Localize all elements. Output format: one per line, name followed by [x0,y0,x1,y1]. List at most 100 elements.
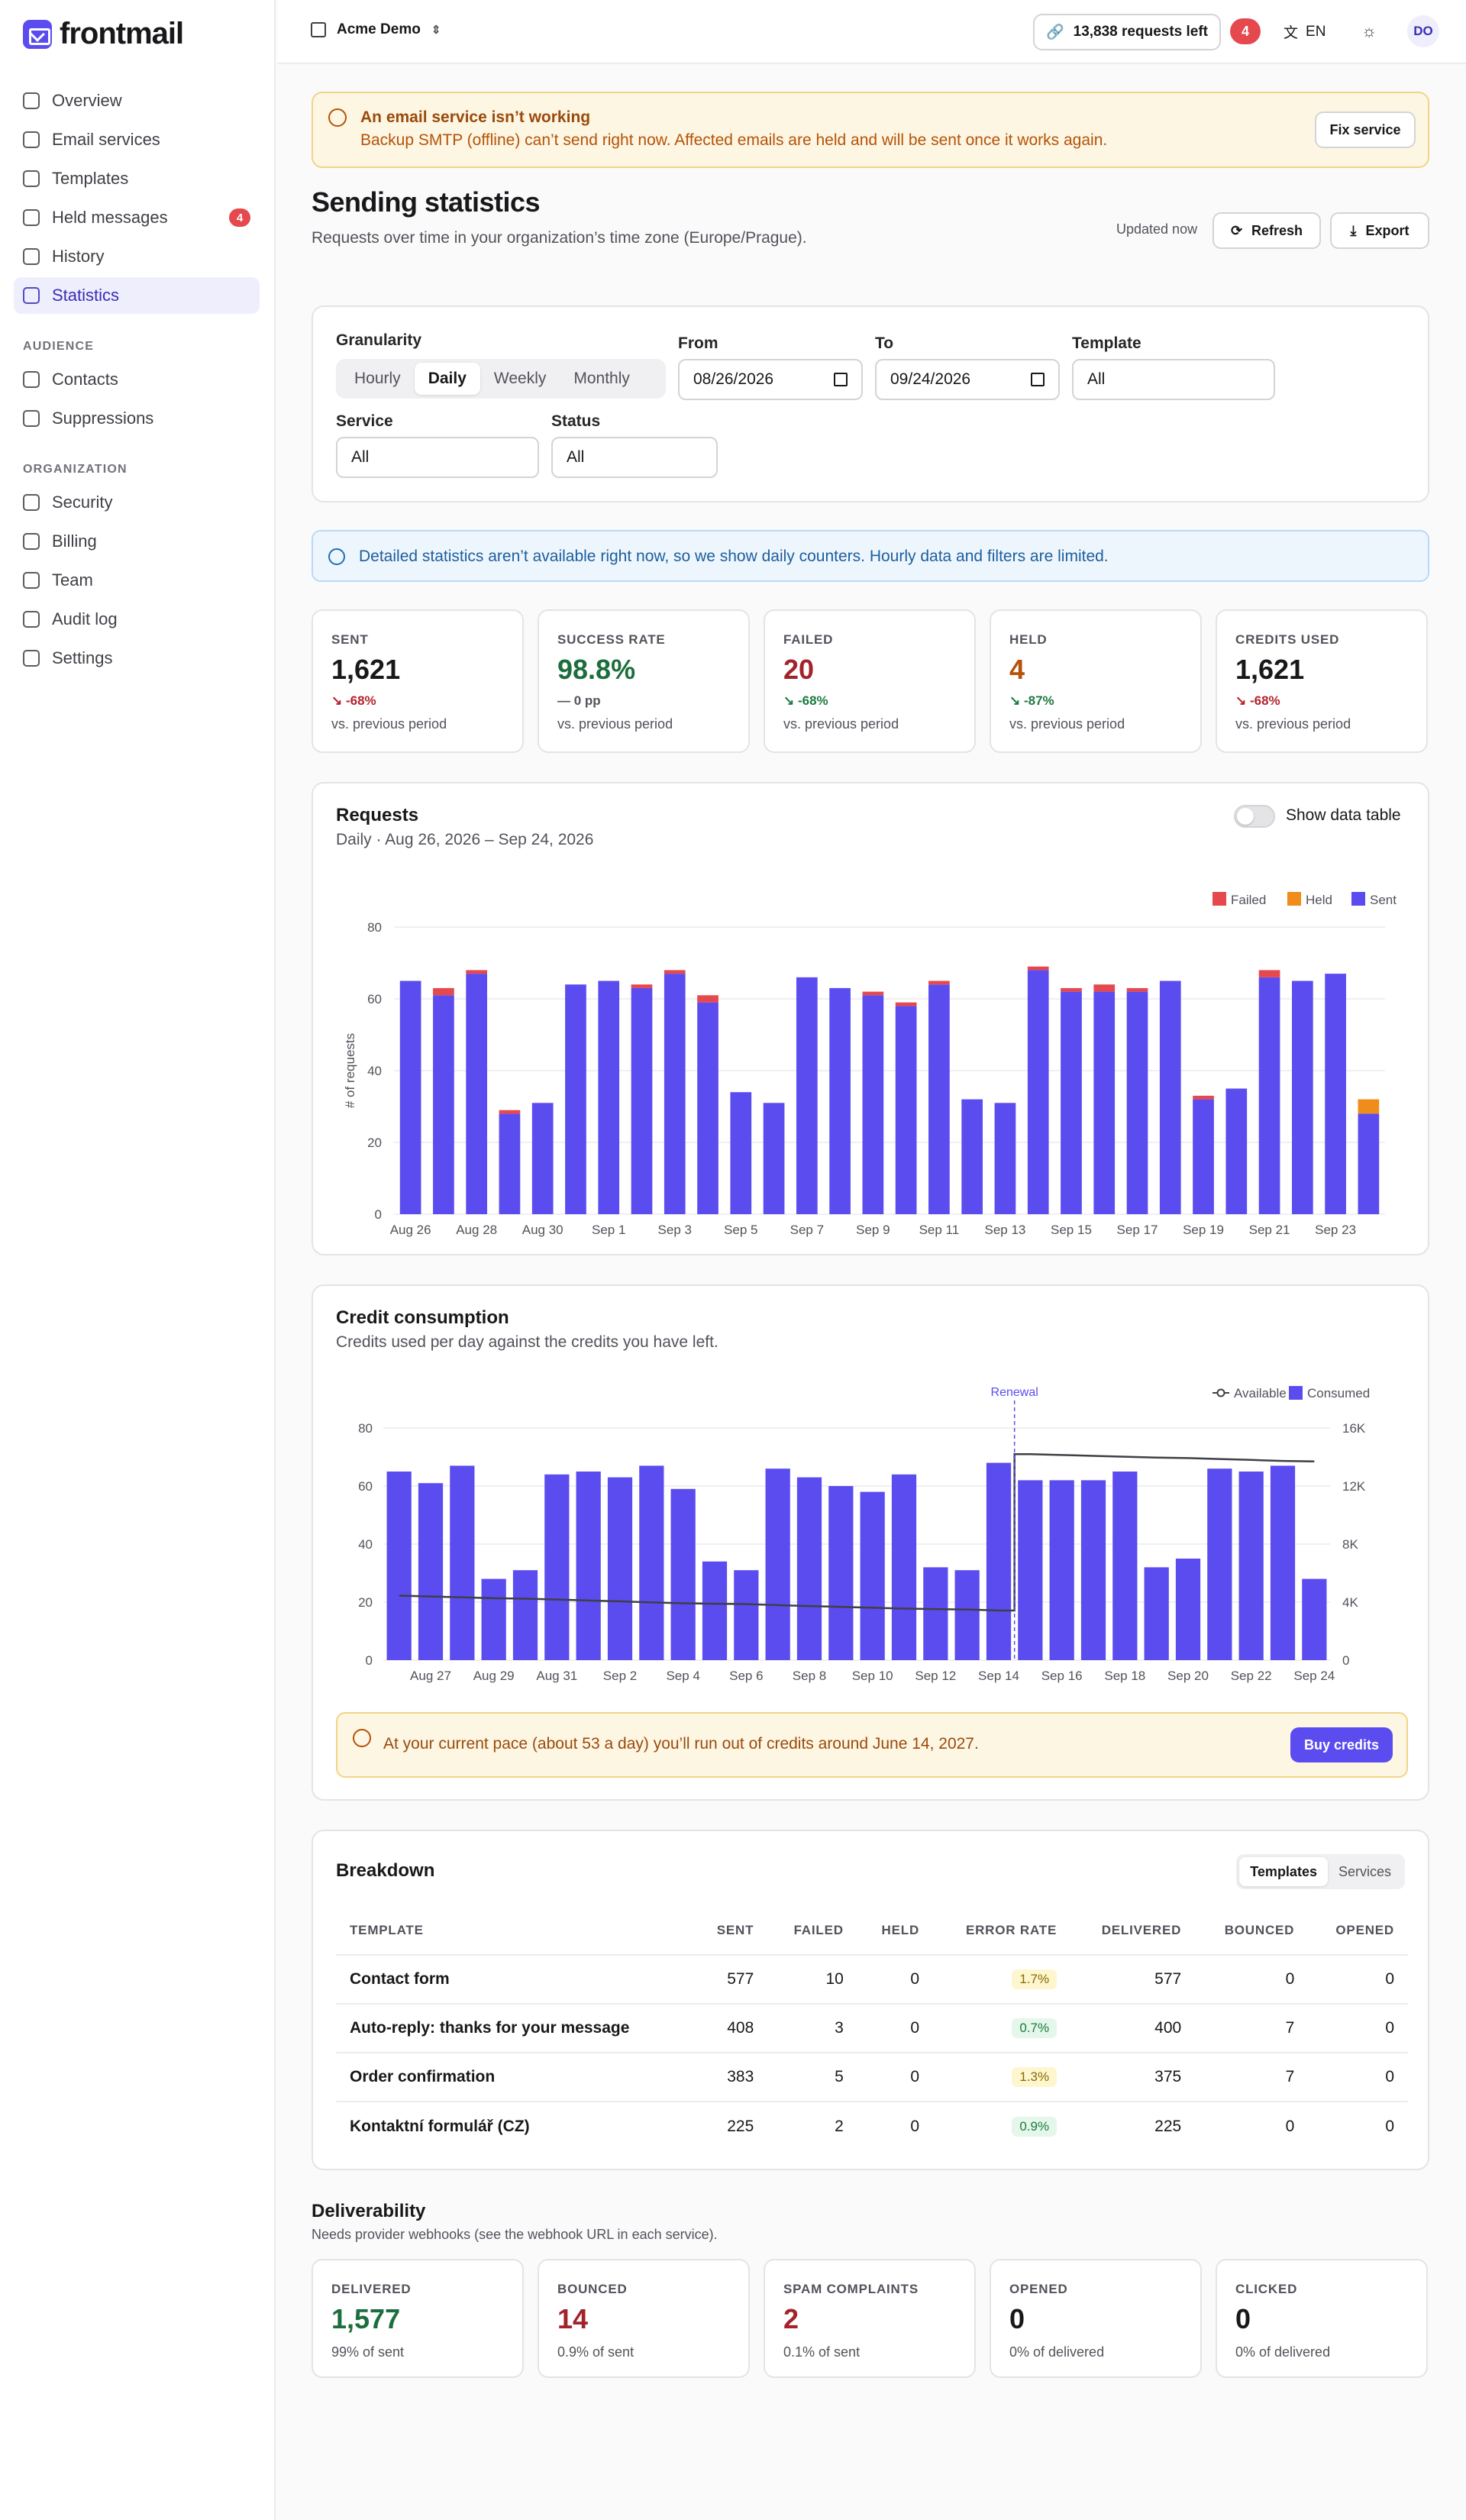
bar-failed[interactable] [697,995,718,1003]
bar-failed[interactable] [928,981,950,985]
show-data-table-toggle[interactable] [1234,805,1275,828]
bar-consumed[interactable] [1112,1472,1138,1660]
bar-sent[interactable] [994,1103,1016,1214]
granularity-option-weekly[interactable]: Weekly [493,370,547,387]
bar-sent[interactable] [1193,1099,1214,1214]
table-row[interactable]: Auto-reply: thanks for your message 408 3 0… [336,2004,1408,2053]
column-header[interactable]: BOUNCED [1195,1906,1309,1956]
table-row[interactable]: Contact form 577 10 0 1.7% 577 0 0 [336,1955,1408,2005]
bar-sent[interactable] [697,1002,718,1214]
export-button[interactable]: ⤓ Export [1330,212,1429,249]
column-header[interactable]: OPENED [1308,1906,1408,1956]
bar-sent[interactable] [1061,991,1082,1214]
sidebar-item-security[interactable]: Security [14,484,260,521]
bar-held[interactable] [1358,1099,1380,1114]
bar-consumed[interactable] [481,1578,506,1660]
bar-failed[interactable] [466,970,488,974]
bar-sent[interactable] [829,987,851,1214]
bar-failed[interactable] [1093,984,1116,992]
bar-sent[interactable] [433,995,454,1214]
bar-consumed[interactable] [1238,1472,1264,1660]
sidebar-item-held-messages[interactable]: Held messages 4 [14,199,260,236]
bar-consumed[interactable] [386,1472,412,1660]
column-header[interactable]: ERROR RATE [933,1906,1071,1956]
bar-sent[interactable] [1325,974,1346,1214]
bar-consumed[interactable] [1207,1468,1232,1660]
avatar[interactable]: DO [1407,15,1439,47]
bar-failed[interactable] [664,970,686,974]
bar-sent[interactable] [1159,981,1181,1215]
bar-sent[interactable] [1225,1088,1248,1215]
bar-failed[interactable] [862,991,884,996]
bar-sent[interactable] [1126,991,1148,1214]
bar-sent[interactable] [763,1103,785,1214]
bar-sent[interactable] [1027,970,1049,1214]
bar-consumed[interactable] [1270,1465,1296,1660]
bar-failed[interactable] [1027,966,1049,971]
tab-templates[interactable]: Templates [1239,1857,1328,1886]
bar-failed[interactable] [631,984,653,988]
granularity-option-hourly[interactable]: Hourly [354,370,401,387]
bar-consumed[interactable] [1049,1480,1074,1660]
bar-sent[interactable] [399,981,421,1215]
table-row[interactable]: Order confirmation 383 5 0 1.3% 375 7 0 [336,2053,1408,2102]
bar-consumed[interactable] [1018,1480,1043,1660]
column-header[interactable]: DELIVERED [1070,1906,1196,1956]
bar-consumed[interactable] [734,1570,759,1660]
sidebar-item-overview[interactable]: Overview [14,82,260,119]
bar-consumed[interactable] [923,1567,948,1660]
bar-consumed[interactable] [765,1468,790,1660]
from-date-input[interactable]: 08/26/2026 [678,359,863,400]
column-header[interactable]: SENT [693,1906,768,1956]
bar-consumed[interactable] [639,1465,664,1660]
org-switcher[interactable]: Acme Demo ⇕ [311,21,441,38]
bar-consumed[interactable] [1144,1567,1169,1660]
template-select[interactable]: All [1072,359,1275,400]
notification-badge[interactable]: 4 [1230,18,1261,44]
sidebar-item-billing[interactable]: Billing [14,523,260,560]
refresh-button[interactable]: ⟳ Refresh [1213,212,1321,249]
bar-failed[interactable] [1193,1095,1214,1100]
bar-consumed[interactable] [702,1561,728,1660]
to-date-input[interactable]: 09/24/2026 [875,359,1060,400]
bar-consumed[interactable] [512,1570,538,1660]
bar-consumed[interactable] [450,1465,475,1660]
column-header[interactable]: HELD [857,1906,934,1956]
bar-consumed[interactable] [1175,1559,1201,1660]
bar-sent[interactable] [928,984,950,1214]
bar-failed[interactable] [895,1002,917,1006]
granularity-option-daily[interactable]: Daily [414,363,480,395]
bar-failed[interactable] [1126,987,1148,992]
bar-sent[interactable] [565,984,586,1214]
sidebar-item-templates[interactable]: Templates [14,160,260,197]
bar-consumed[interactable] [670,1488,696,1660]
bar-sent[interactable] [466,974,488,1214]
bar-sent[interactable] [499,1113,521,1214]
language-switcher[interactable]: 文 EN [1284,21,1326,42]
sidebar-item-audit-log[interactable]: Audit log [14,601,260,638]
column-header[interactable]: TEMPLATE [336,1906,693,1956]
bar-consumed[interactable] [1080,1480,1106,1660]
table-row[interactable]: Kontaktní formulář (CZ) 225 2 0 0.9% 225 0 0 [336,2102,1408,2150]
bar-sent[interactable] [730,1092,752,1214]
bar-sent[interactable] [1358,1113,1380,1214]
granularity-option-monthly[interactable]: Monthly [573,370,630,387]
bar-consumed[interactable] [418,1483,444,1660]
sidebar-item-suppressions[interactable]: Suppressions [14,400,260,437]
bar-consumed[interactable] [860,1491,885,1660]
brand-logo[interactable]: frontmail [23,17,184,51]
bar-sent[interactable] [598,981,620,1215]
bar-consumed[interactable] [986,1462,1012,1660]
buy-credits-button[interactable]: Buy credits [1290,1727,1393,1762]
bar-consumed[interactable] [828,1486,854,1660]
sidebar-item-statistics[interactable]: Statistics [14,277,260,314]
tab-services[interactable]: Services [1338,1863,1391,1879]
bar-failed[interactable] [433,987,454,996]
bar-consumed[interactable] [954,1570,980,1660]
bar-consumed[interactable] [544,1474,570,1660]
sidebar-item-team[interactable]: Team [14,562,260,599]
sun-icon[interactable]: ☼ [1361,21,1377,40]
sidebar-item-settings[interactable]: Settings [14,640,260,677]
bar-sent[interactable] [862,995,884,1214]
bar-sent[interactable] [796,977,818,1214]
